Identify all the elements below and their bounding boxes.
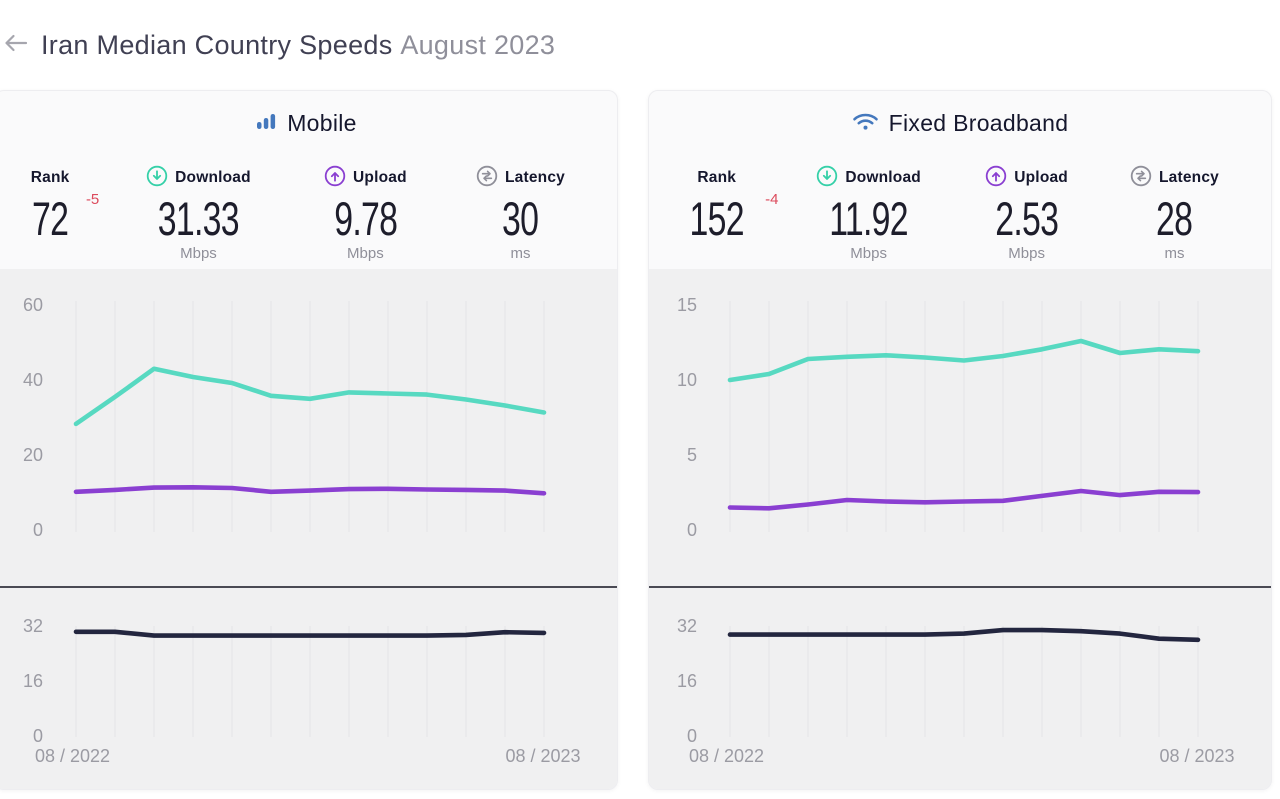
- mobile-card: Mobile Rank 72 -5: [0, 90, 618, 790]
- latency-value: 30: [502, 192, 539, 245]
- fixed-card-title: Fixed Broadband: [888, 110, 1069, 136]
- mobile-latency-chart[interactable]: 32 16 008 / 2022 08 / 2023: [0, 588, 618, 788]
- stat-label: Upload: [353, 169, 407, 186]
- rank-delta-badge: -5: [85, 191, 100, 208]
- x-axis-label-end: 08 / 2023: [505, 746, 580, 766]
- upload-circle-icon: [985, 165, 1007, 192]
- y-tick-label: 40: [23, 370, 43, 390]
- y-tick-label: 16: [23, 671, 43, 691]
- mobile-stat-rank: Rank 72 -5: [25, 167, 100, 262]
- stat-label: Latency: [1159, 169, 1219, 186]
- arrow-left-icon: [1, 29, 29, 62]
- fixed-stats-row: Rank 152 -4 Download: [649, 165, 1271, 262]
- latency-unit: ms: [1164, 245, 1185, 262]
- y-tick-label: 10: [677, 370, 697, 390]
- latency-circle-icon: [476, 165, 498, 192]
- latency-line: [73, 629, 547, 638]
- y-tick-label: 20: [23, 445, 43, 465]
- y-tick-label: 15: [677, 295, 697, 315]
- y-tick-label: 0: [687, 726, 697, 746]
- mobile-signal-bars-icon: [255, 110, 277, 137]
- y-tick-label: 32: [677, 616, 697, 636]
- wifi-icon: [852, 110, 879, 137]
- upload-line: [727, 488, 1201, 511]
- mobile-stat-download: Download 31.33 Mbps: [142, 165, 255, 262]
- x-axis-label-start: 08 / 2022: [689, 746, 764, 766]
- download-value: 11.92: [829, 192, 908, 245]
- page-title-period: August 2023: [400, 30, 556, 60]
- y-tick-label: 16: [677, 671, 697, 691]
- fixed-broadband-card: Fixed Broadband Rank 152 -4: [648, 90, 1272, 790]
- fixed-speed-chart[interactable]: 15 10 5 0: [649, 269, 1272, 586]
- fixed-stat-download: Download 11.92 Mbps: [814, 165, 923, 262]
- y-tick-label: 0: [33, 726, 43, 746]
- fixed-stat-upload: Upload 2.53 Mbps: [983, 165, 1070, 262]
- download-line: [73, 366, 547, 427]
- mobile-speed-chart[interactable]: 60 40 20 0: [0, 269, 618, 586]
- chart-divider: [649, 586, 1271, 588]
- y-tick-label: 5: [687, 445, 697, 465]
- upload-line: [73, 485, 547, 496]
- upload-unit: Mbps: [1008, 245, 1045, 262]
- download-unit: Mbps: [180, 245, 217, 262]
- stat-label: Upload: [1014, 169, 1068, 186]
- mobile-stat-upload: Upload 9.78 Mbps: [322, 165, 409, 262]
- x-axis-label-end: 08 / 2023: [1159, 746, 1234, 766]
- rank-value: 72: [32, 192, 69, 245]
- fixed-chart-area: 15 10 5 0 32 16 0 08 / 2022 08 / 2023: [649, 269, 1271, 789]
- fixed-latency-chart[interactable]: 32 16 008 / 2022 08 / 2023: [649, 588, 1272, 788]
- upload-circle-icon: [324, 165, 346, 192]
- latency-unit: ms: [510, 245, 531, 262]
- rank-value: 152: [689, 192, 745, 245]
- page-header: Iran Median Country Speeds August 2023: [0, 30, 555, 61]
- y-tick-label: 32: [23, 616, 43, 636]
- upload-unit: Mbps: [347, 245, 384, 262]
- mobile-card-title: Mobile: [287, 110, 357, 136]
- mobile-stats-row: Rank 72 -5 Download: [0, 165, 617, 262]
- mobile-card-title-row: Mobile: [0, 110, 617, 137]
- chart-divider: [0, 586, 617, 588]
- y-tick-label: 0: [687, 520, 697, 540]
- back-button[interactable]: [0, 31, 30, 61]
- x-axis-label-start: 08 / 2022: [35, 746, 110, 766]
- latency-value: 28: [1156, 192, 1193, 245]
- mobile-stat-latency: Latency 30 ms: [476, 165, 565, 262]
- page-title: Iran Median Country Speeds August 2023: [41, 30, 555, 61]
- upload-value: 9.78: [333, 192, 398, 245]
- download-circle-icon: [816, 165, 838, 192]
- latency-line: [727, 627, 1201, 643]
- download-unit: Mbps: [850, 245, 887, 262]
- download-value: 31.33: [157, 192, 240, 245]
- stat-label: Latency: [505, 169, 565, 186]
- latency-circle-icon: [1130, 165, 1152, 192]
- fixed-stat-latency: Latency 28 ms: [1130, 165, 1219, 262]
- download-line: [727, 338, 1201, 383]
- stat-label: Rank: [697, 169, 737, 186]
- stat-label: Download: [175, 169, 251, 186]
- page-title-text: Iran Median Country Speeds: [41, 30, 393, 60]
- stat-label: Download: [845, 169, 921, 186]
- y-tick-label: 0: [33, 520, 43, 540]
- fixed-stat-rank: Rank 152 -4: [679, 167, 779, 262]
- download-circle-icon: [146, 165, 168, 192]
- stat-label: Rank: [30, 169, 70, 186]
- mobile-chart-area: 60 40 20 0 32 16 0 08 / 2022 08 / 2023: [0, 269, 617, 789]
- fixed-card-title-row: Fixed Broadband: [649, 110, 1271, 137]
- rank-delta-badge: -4: [765, 191, 779, 208]
- upload-value: 2.53: [995, 192, 1059, 245]
- y-tick-label: 60: [23, 295, 43, 315]
